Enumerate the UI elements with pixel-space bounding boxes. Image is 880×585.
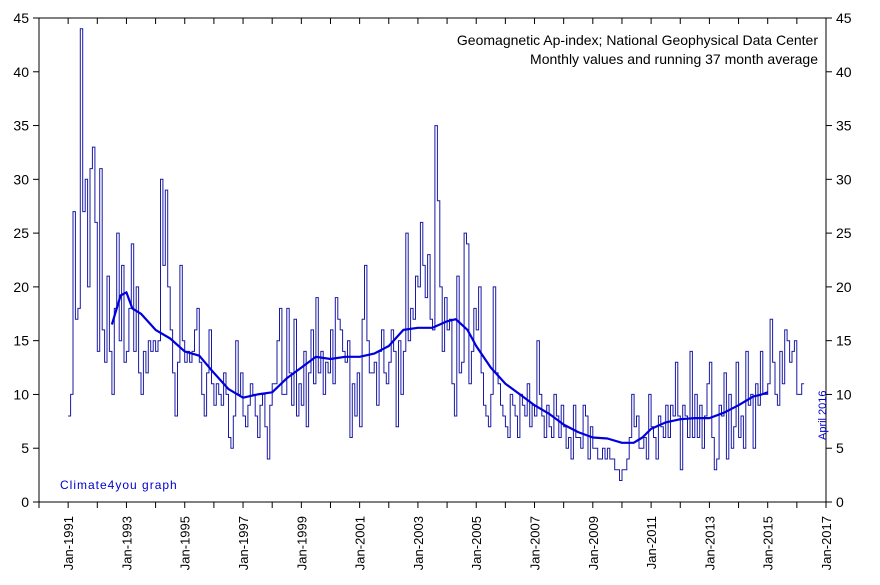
series-layer [68,28,805,481]
y-tick-label-right: 30 [836,171,852,187]
y-tick-label-right: 10 [836,386,852,402]
x-tick-label: Jan-1999 [294,516,309,570]
plot-frame [38,17,827,503]
y-tick-label-right: 15 [836,333,852,349]
y-tick-label-left: 15 [13,333,29,349]
running-average-line [110,291,769,444]
y-tick-label-left: 35 [13,118,29,134]
watermark-label: Climate4you graph [60,478,178,492]
chart-title: Geomagnetic Ap-index; National Geophysic… [457,32,818,48]
x-tick-label: Jan-2013 [702,516,717,570]
y-tick-label-right: 40 [836,64,852,80]
x-tick-label: Jan-1993 [119,516,134,570]
x-tick-label: Jan-2011 [644,516,659,569]
y-tick-label-right: 45 [836,10,852,26]
x-tick-label: Jan-1991 [61,516,76,570]
x-tick-label: Jan-1997 [236,516,251,570]
y-tick-label-left: 45 [13,10,29,26]
x-tick-label: Jan-2009 [586,516,601,570]
y-tick-label-left: 10 [13,386,29,402]
x-tick-label: Jan-2005 [469,516,484,570]
y-tick-label-left: 5 [21,440,29,456]
axes-layer: 0 0 5 5 10 10 15 15 20 20 25 25 30 30 35 35 40 40 45 45 Jan-… [13,10,851,570]
y-tick-label-left: 40 [13,64,29,80]
y-tick-label-right: 5 [836,440,844,456]
y-tick-label-right: 20 [836,279,852,295]
monthly-values-line [68,28,805,481]
x-tick-label: Jan-2017 [819,516,834,570]
chart-subtitle: Monthly values and running 37 month aver… [530,51,818,67]
y-tick-label-left: 30 [13,171,29,187]
y-tick-label-left: 25 [13,225,29,241]
y-tick-label-right: 0 [836,494,844,510]
y-tick-label-left: 20 [13,279,29,295]
date-annotation: April 2016 [817,390,829,440]
y-tick-label-right: 25 [836,225,852,241]
x-tick-label: Jan-2015 [761,516,776,570]
x-tick-label: Jan-1995 [178,516,193,570]
x-tick-label: Jan-2003 [411,516,426,570]
x-tick-label: Jan-2007 [528,516,543,570]
y-tick-label-right: 35 [836,118,852,134]
y-tick-label-left: 0 [21,494,29,510]
x-tick-label: Jan-2001 [353,516,368,570]
